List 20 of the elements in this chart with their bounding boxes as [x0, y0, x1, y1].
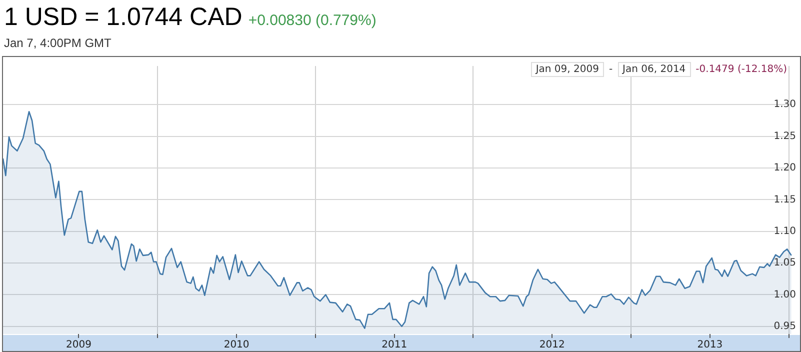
annotation: Jan 09, 2009 [530, 62, 604, 77]
x-tick-label: 2010 [224, 340, 250, 351]
y-tick-label: 1.20 [774, 162, 796, 174]
annotation: - [608, 64, 613, 75]
y-tick-label: 1.10 [774, 226, 796, 237]
chart-title: 1 USD = 1.0744 CAD [4, 3, 242, 31]
y-tick-label: 1.15 [774, 194, 796, 206]
annotation: -0.1479 (-12.18%) [696, 64, 787, 75]
chart-subtitle: +0.00830 (0.779%) [248, 12, 376, 29]
annotation: Jan 06, 2014 [618, 62, 691, 77]
x-tick-label: 2009 [66, 340, 92, 351]
x-tick-label: 2012 [539, 340, 565, 351]
y-tick-label: 0.95 [774, 320, 796, 332]
y-tick-label: 1.30 [774, 99, 796, 110]
x-tick-label: 2013 [697, 340, 723, 351]
y-tick-label: 1.00 [774, 289, 796, 300]
y-tick-label: 1.05 [774, 258, 796, 269]
x-tick-label: 2011 [382, 340, 408, 351]
text: Jan 7, 4:00PM GMT [4, 36, 112, 50]
y-tick-label: 1.25 [774, 130, 796, 142]
